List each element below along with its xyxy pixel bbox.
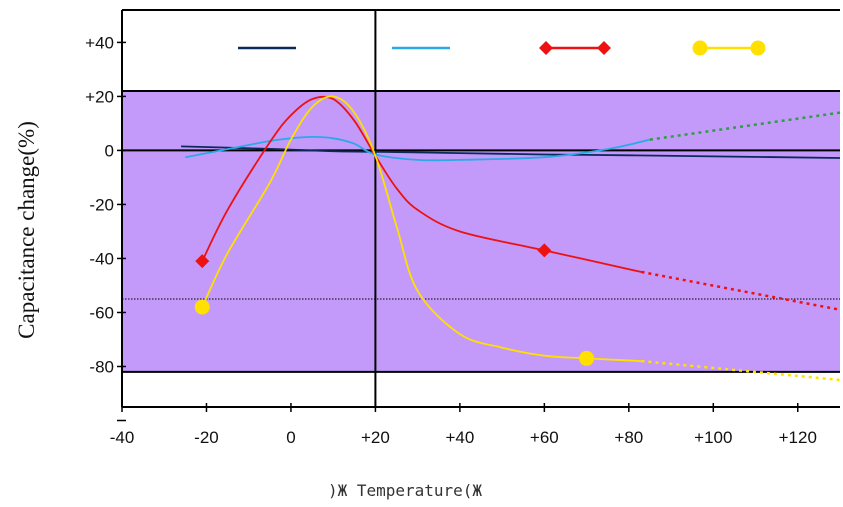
x-tick-label: +40 xyxy=(445,428,474,447)
y-tick-label: -60 xyxy=(89,303,114,322)
x-axis-label: )Ж Temperature(Ж xyxy=(328,481,482,500)
x-tick-label: +20 xyxy=(361,428,390,447)
series-4-marker xyxy=(579,351,594,366)
y-axis-label: Capacitance change(%) xyxy=(14,121,39,339)
x-tick-label: +60 xyxy=(530,428,559,447)
x-ticks: -40 -20 0 +20 +40 +60 +80 +100 +120 xyxy=(110,403,817,447)
x-tick-label: +80 xyxy=(614,428,643,447)
legend-marker xyxy=(751,41,766,56)
y-tick-label: +20 xyxy=(85,87,114,106)
y-tick-label: -20 xyxy=(89,195,114,214)
y-tick-label: -80 xyxy=(89,357,114,376)
x-tick-label: -40 xyxy=(110,428,135,447)
x-tick-label: 0 xyxy=(286,428,295,447)
y-tick-label: 0 xyxy=(105,141,114,160)
y-ticks: +40 +20 0 -20 -40 -60 -80 xyxy=(85,33,126,420)
series-4-marker xyxy=(195,300,210,315)
legend-marker xyxy=(693,41,708,56)
y-tick-label: +40 xyxy=(85,33,114,52)
x-tick-label: -20 xyxy=(194,428,219,447)
shaded-band xyxy=(122,91,840,372)
y-tick-label: -40 xyxy=(89,249,114,268)
x-tick-label: +120 xyxy=(779,428,817,447)
x-tick-label: +100 xyxy=(694,428,732,447)
